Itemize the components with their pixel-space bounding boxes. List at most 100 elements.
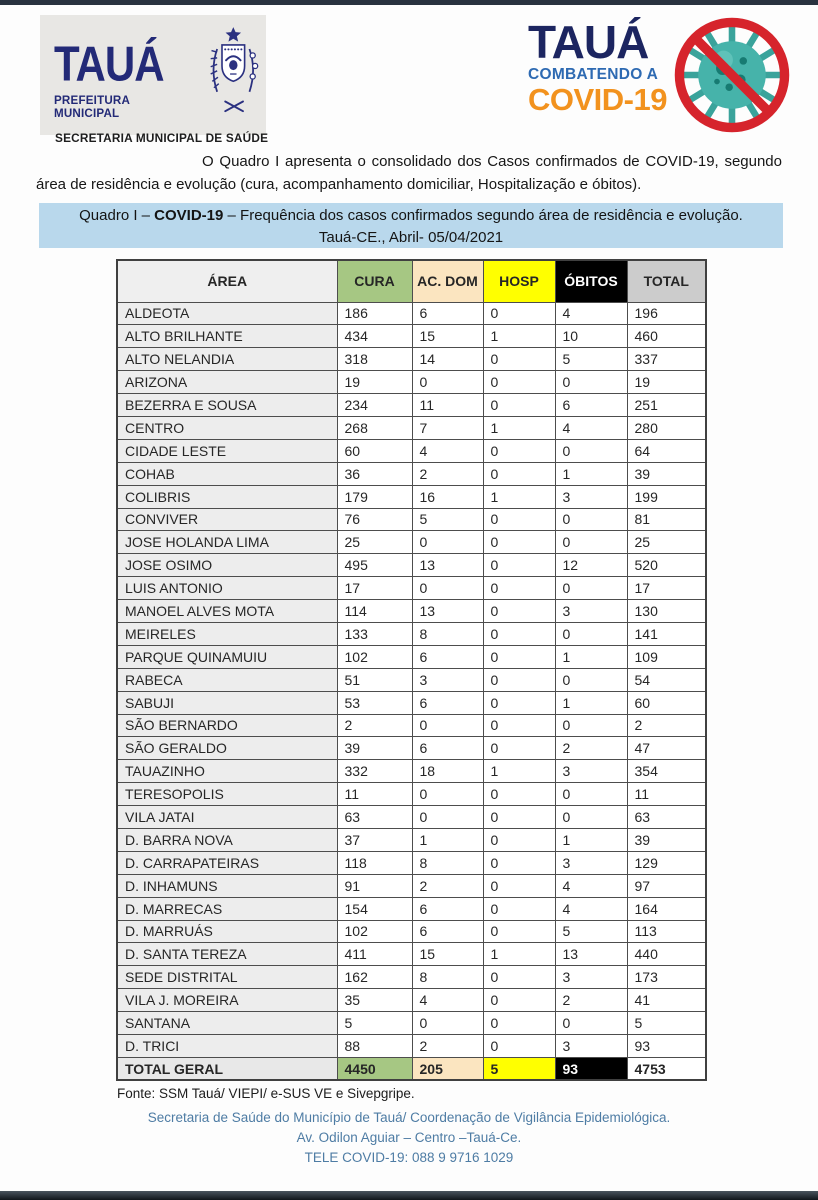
table-row: SABUJI 53 6 0 1 60 [116, 690, 707, 715]
table-row: RABECA 51 3 0 0 54 [116, 667, 707, 692]
area-cell: D. SANTA TEREZA [116, 942, 338, 967]
acdom-cell: 3 [411, 667, 484, 692]
cura-cell: 51 [336, 667, 413, 692]
table-row: ALDEOTA 186 6 0 4 196 [116, 301, 707, 326]
area-cell: LUIS ANTONIO [116, 576, 338, 601]
acdom-cell: 14 [411, 347, 484, 372]
acdom-cell: 4 [411, 438, 484, 463]
coat-of-arms-icon [210, 27, 259, 113]
total-cell: 63 [626, 805, 707, 829]
footer: Secretaria de Saúde do Município de Tauá… [0, 1108, 818, 1168]
hosp-cell: 0 [482, 530, 556, 555]
area-cell: SÃO GERALDO [116, 736, 338, 761]
acdom-cell: 0 [411, 713, 484, 738]
total-cell: 93 [626, 1034, 707, 1058]
prefeitura-logo-text: TAUÁ PREFEITURA MUNICIPAL [40, 30, 195, 120]
obitos-cell: 3 [554, 599, 628, 623]
hosp-cell: 0 [482, 782, 556, 807]
area-cell: SÃO BERNARDO [116, 713, 338, 738]
total-cell: 520 [626, 553, 707, 578]
table-row: COLIBRIS 179 16 1 3 199 [116, 484, 707, 509]
col-header-area: ÁREA [116, 259, 338, 303]
total-cell: 113 [626, 919, 707, 944]
table-row: MEIRELES 133 8 0 0 141 [116, 621, 707, 646]
total-cell: 97 [626, 873, 707, 898]
cura-cell: 114 [336, 599, 413, 623]
hosp-cell: 1 [482, 942, 556, 967]
cura-cell: 332 [336, 759, 413, 784]
table-row: BEZERRA E SOUSA 234 11 0 6 251 [116, 393, 707, 417]
obitos-cell: 3 [554, 759, 628, 784]
total-cell: 280 [626, 415, 707, 440]
acdom-cell: 11 [411, 393, 484, 417]
hosp-cell: 0 [482, 393, 556, 417]
obitos-cell: 6 [554, 393, 628, 417]
cura-cell: 133 [336, 621, 413, 646]
col-header-obitos: ÓBITOS [554, 259, 628, 303]
top-border-bar [0, 0, 818, 5]
hosp-cell: 0 [482, 370, 556, 395]
cura-cell: 11 [336, 782, 413, 807]
acdom-cell: 0 [411, 782, 484, 807]
area-cell: SEDE DISTRITAL [116, 965, 338, 990]
total-hosp-cell: 5 [482, 1056, 556, 1081]
acdom-cell: 2 [411, 873, 484, 898]
table-row: TERESOPOLIS 11 0 0 0 11 [116, 782, 707, 807]
prefeitura-logo-title: TAUÁ [54, 35, 165, 92]
footer-line1: Secretaria de Saúde do Município de Tauá… [147, 1110, 671, 1125]
table-row: SEDE DISTRITAL 162 8 0 3 173 [116, 965, 707, 990]
acdom-cell: 6 [411, 896, 484, 921]
table-row: ALTO BRILHANTE 434 15 1 10 460 [116, 324, 707, 349]
hosp-cell: 0 [482, 827, 556, 852]
obitos-cell: 0 [554, 621, 628, 646]
area-cell: ARIZONA [116, 370, 338, 395]
campaign-logo-title: TAUÁ [528, 16, 649, 68]
total-cell: 39 [626, 827, 707, 852]
area-cell: JOSE HOLANDA LIMA [116, 530, 338, 555]
footer-line3: TELE COVID-19: 088 9 9716 1029 [304, 1150, 514, 1165]
acdom-cell: 13 [411, 553, 484, 578]
obitos-cell: 3 [554, 484, 628, 509]
area-cell: D. TRICI [116, 1034, 338, 1058]
cura-cell: 25 [336, 530, 413, 555]
hosp-cell: 0 [482, 347, 556, 372]
cura-cell: 268 [336, 415, 413, 440]
col-header-cura: CURA [336, 259, 413, 303]
area-cell: VILA JATAI [116, 805, 338, 829]
campaign-logo: TAUÁ COMBATENDO A COVID-19 [513, 16, 793, 136]
total-cell: 354 [626, 759, 707, 784]
total-cell: 440 [626, 942, 707, 967]
total-cell: 17 [626, 576, 707, 601]
obitos-cell: 2 [554, 988, 628, 1013]
area-cell: D. BARRA NOVA [116, 827, 338, 852]
table-row: CENTRO 268 7 1 4 280 [116, 415, 707, 440]
hosp-cell: 0 [482, 438, 556, 463]
obitos-cell: 0 [554, 713, 628, 738]
hosp-cell: 0 [482, 1034, 556, 1058]
obitos-cell: 10 [554, 324, 628, 349]
bottom-border-bar [0, 1191, 818, 1200]
prefeitura-logo-subtitle: PREFEITURA MUNICIPAL [54, 94, 130, 120]
cura-cell: 19 [336, 370, 413, 395]
area-cell: COHAB [116, 461, 338, 486]
area-cell: TERESOPOLIS [116, 782, 338, 807]
total-cell: 460 [626, 324, 707, 349]
obitos-cell: 5 [554, 347, 628, 372]
total-obitos-cell: 93 [554, 1056, 628, 1081]
cura-cell: 53 [336, 690, 413, 715]
acdom-cell: 16 [411, 484, 484, 509]
area-cell: TAUAZINHO [116, 759, 338, 784]
total-cell: 109 [626, 644, 707, 669]
hosp-cell: 0 [482, 713, 556, 738]
table-row: SÃO GERALDO 39 6 0 2 47 [116, 736, 707, 761]
total-cell: 60 [626, 690, 707, 715]
obitos-cell: 4 [554, 873, 628, 898]
area-cell: SABUJI [116, 690, 338, 715]
acdom-cell: 8 [411, 965, 484, 990]
area-cell: JOSE OSIMO [116, 553, 338, 578]
hosp-cell: 0 [482, 919, 556, 944]
acdom-cell: 13 [411, 599, 484, 623]
obitos-cell: 1 [554, 461, 628, 486]
table-row: VILA JATAI 63 0 0 0 63 [116, 805, 707, 829]
table-title-line2: Tauá-CE., Abril- 05/04/2021 [318, 228, 504, 246]
